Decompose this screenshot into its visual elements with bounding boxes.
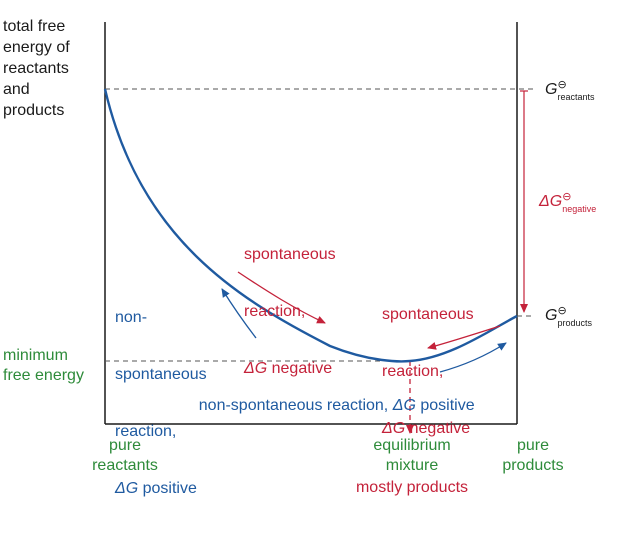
spontaneous-right-negative: negative <box>405 420 471 437</box>
g-products-subscript: products <box>557 318 592 328</box>
delta-g-subscript: negative <box>562 204 597 214</box>
spontaneous-left-line2: reaction, <box>244 303 306 320</box>
nonspontaneous-arrow-bottom <box>439 342 507 373</box>
delta-g-negative-label: ΔG ⊖ negative <box>539 191 614 214</box>
spontaneous-right-line3: ΔG negative <box>382 419 474 438</box>
g-reactants-symbol: G <box>545 81 558 98</box>
nonspontaneous-arrow-left <box>221 288 257 339</box>
y-axis-label: total free energy of reactants and produ… <box>3 18 70 119</box>
delta-g-standard-mark: ⊖ <box>562 191 572 203</box>
delta-g-symbol: ΔG <box>539 193 563 210</box>
pure-reactants-label: pure reactants <box>92 437 158 474</box>
free-energy-curve <box>103 88 518 363</box>
spontaneous-right-delta-g: ΔG <box>382 420 406 437</box>
nonspontaneous-left-line4: ΔG positive <box>115 479 207 498</box>
spontaneous-arrow-right <box>427 325 501 350</box>
nonspontaneous-bottom-text: non-spontaneous reaction, <box>198 397 393 414</box>
mostly-products-label: mostly products <box>355 479 469 496</box>
spontaneous-right-label: spontaneous reaction, ΔG negative <box>382 267 474 476</box>
spontaneous-left-negative: negative <box>267 360 333 377</box>
spontaneous-left-line1: spontaneous <box>244 246 336 263</box>
g-products-symbol: G <box>545 307 558 324</box>
nonspontaneous-left-line3: reaction, <box>115 423 177 440</box>
nonspontaneous-bottom-delta-g: ΔG <box>392 397 416 414</box>
spontaneous-left-label: spontaneous reaction, ΔG negative <box>244 207 336 416</box>
g-reactants-label: G ⊖ reactants <box>545 79 609 102</box>
equilibrium-mixture-label: equilibrium mixture <box>373 437 451 474</box>
diagram-canvas <box>103 22 535 434</box>
g-products-standard-mark: ⊖ <box>557 305 567 317</box>
pure-products-label: pure products <box>502 437 564 474</box>
g-reactants-subscript: reactants <box>557 92 595 102</box>
spontaneous-left-line3: ΔG negative <box>244 359 336 378</box>
nonspontaneous-left-line2: spontaneous <box>115 366 207 383</box>
nonspontaneous-bottom-positive: positive <box>415 397 475 414</box>
spontaneous-right-line2: reaction, <box>382 363 444 380</box>
nonspontaneous-left-line1: non- <box>115 309 148 326</box>
nonspontaneous-left-label: non- spontaneous reaction, ΔG positive <box>115 270 207 536</box>
nonspontaneous-left-delta-g: ΔG <box>115 480 139 497</box>
g-reactants-standard-mark: ⊖ <box>557 79 567 91</box>
g-products-label: G ⊖ products <box>545 305 609 328</box>
nonspontaneous-bottom-label: non-spontaneous reaction, ΔG positive <box>181 377 475 434</box>
spontaneous-arrow-left <box>237 271 326 324</box>
free-energy-diagram: total free energy of reactants and produ… <box>3 18 614 497</box>
spontaneous-right-line1: spontaneous <box>382 306 474 323</box>
minimum-free-energy-label: minimum free energy <box>3 347 84 384</box>
nonspontaneous-left-positive: positive <box>138 480 197 497</box>
spontaneous-left-delta-g: ΔG <box>244 360 268 377</box>
